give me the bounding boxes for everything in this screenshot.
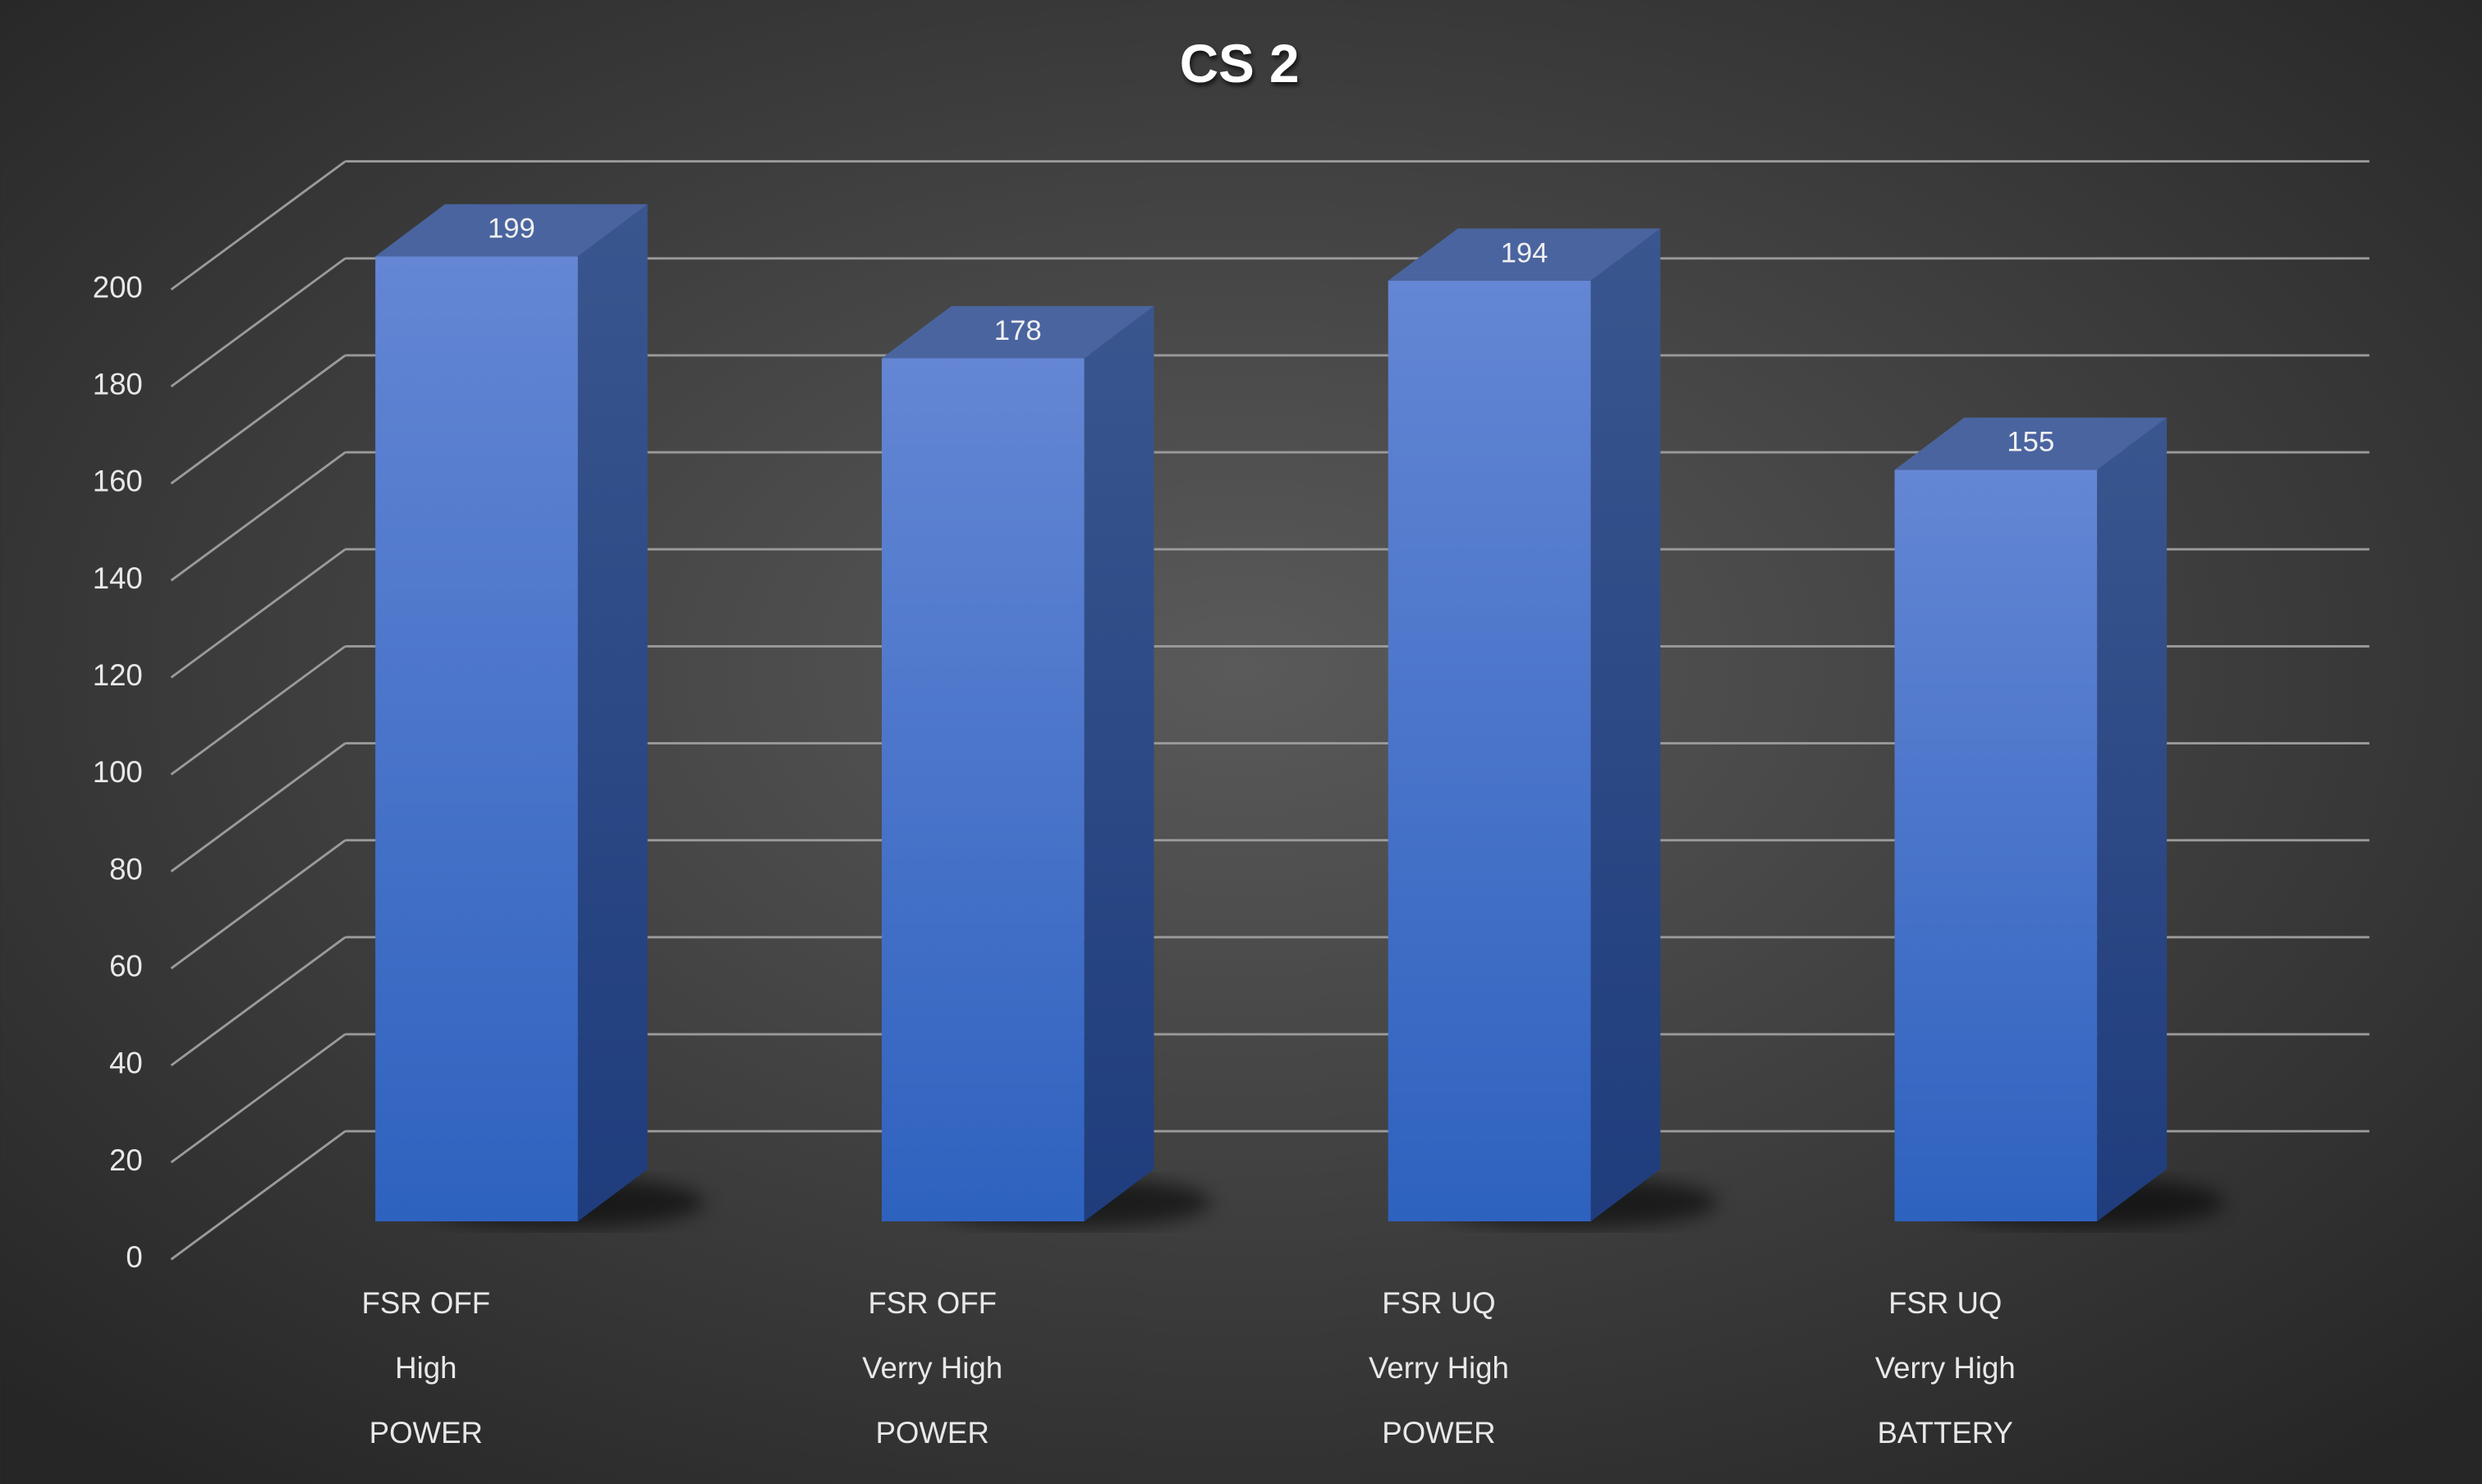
grid-line <box>170 742 346 873</box>
x-tick-label: FSR OFF <box>362 1286 491 1320</box>
bar-front <box>375 256 578 1222</box>
x-tick-label: High <box>395 1351 456 1385</box>
grid-line <box>170 354 346 485</box>
x-tick-label: BATTERY <box>1878 1416 2013 1450</box>
bar-top <box>1388 228 1661 281</box>
grid-line <box>170 936 346 1067</box>
y-tick-label: 0 <box>126 1240 142 1274</box>
bar-top <box>375 204 648 257</box>
bar-side <box>1590 228 1661 1222</box>
y-tick-label: 120 <box>93 658 143 692</box>
grid-line <box>170 257 346 388</box>
bar-front <box>1388 280 1591 1222</box>
grid-line <box>170 645 346 776</box>
value-label: 199 <box>488 213 535 245</box>
x-tick-label: FSR UQ <box>1888 1286 2002 1320</box>
y-tick-label: 20 <box>109 1143 143 1177</box>
x-tick-label: POWER <box>1382 1416 1495 1450</box>
grid-line <box>170 1033 346 1164</box>
y-tick-label: 180 <box>93 368 143 401</box>
x-tick-label: FSR OFF <box>868 1286 997 1320</box>
value-label: 194 <box>1501 237 1548 268</box>
bar-front <box>881 358 1085 1222</box>
x-tick-label: FSR UQ <box>1382 1286 1495 1320</box>
y-tick-label: 160 <box>93 465 143 498</box>
x-tick-label: Verry High <box>862 1351 1002 1385</box>
value-label: 178 <box>994 315 1042 346</box>
x-tick-label: Verry High <box>1369 1351 1509 1385</box>
chart-title: CS 2 <box>1180 34 1300 94</box>
x-tick-label: POWER <box>875 1416 989 1450</box>
bar-side <box>577 204 648 1222</box>
grid-line <box>170 160 346 291</box>
bar-side <box>2097 417 2168 1222</box>
grid-line <box>170 451 346 582</box>
y-tick-label: 200 <box>93 270 143 304</box>
grid-line <box>170 839 346 969</box>
y-tick-label: 100 <box>93 755 143 789</box>
bar-front <box>1894 469 2098 1222</box>
y-tick-label: 40 <box>109 1047 143 1080</box>
grid-line <box>170 548 346 679</box>
x-tick-label: Verry High <box>1875 1351 2016 1385</box>
value-label: 155 <box>2007 427 2054 458</box>
y-tick-label: 60 <box>109 949 143 982</box>
y-tick-label: 80 <box>109 852 143 886</box>
y-tick-label: 140 <box>93 561 143 595</box>
bar-top <box>881 305 1154 359</box>
bar-side <box>1084 305 1154 1222</box>
grid-line <box>170 1130 346 1261</box>
bar-top <box>1894 417 2168 470</box>
x-tick-label: POWER <box>369 1416 483 1450</box>
